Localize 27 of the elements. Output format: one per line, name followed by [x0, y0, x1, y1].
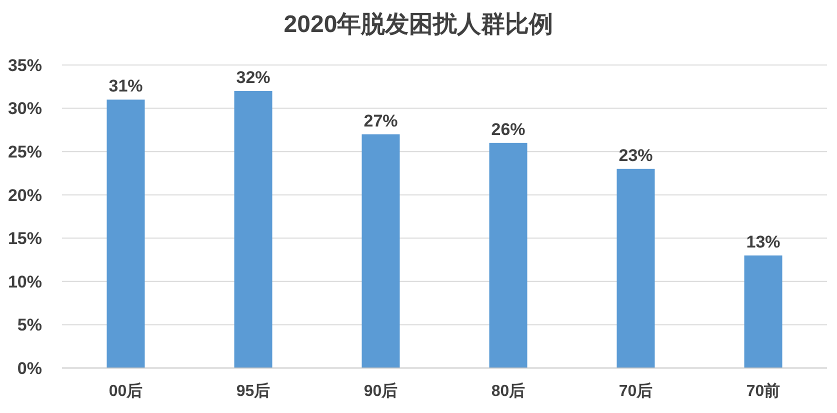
y-tick-label: 5% — [17, 316, 42, 335]
y-tick-label: 15% — [8, 229, 42, 248]
y-tick-label: 20% — [8, 186, 42, 205]
data-label: 31% — [108, 76, 143, 96]
chart-title: 2020年脱发困扰人群比例 — [284, 11, 554, 38]
bar — [744, 255, 782, 368]
bar — [489, 142, 528, 368]
data-label: 23% — [618, 146, 653, 165]
data-label: 32% — [236, 68, 270, 87]
x-tick-label: 90后 — [364, 382, 398, 400]
x-tick-label: 70后 — [618, 382, 653, 400]
bar — [106, 100, 145, 368]
y-tick-label: 30% — [8, 99, 42, 118]
bar — [234, 90, 272, 368]
y-tick-label: 0% — [17, 358, 42, 378]
x-tick-label: 80后 — [491, 382, 526, 400]
y-tick-label: 25% — [8, 142, 42, 162]
data-label: 26% — [491, 120, 526, 139]
data-label: 27% — [364, 111, 398, 130]
x-tick-label: 95后 — [236, 382, 270, 400]
data-label: 13% — [746, 232, 780, 252]
bar — [616, 168, 655, 368]
bar — [362, 134, 400, 368]
y-tick-label: 10% — [8, 272, 42, 292]
x-tick-label: 70前 — [746, 382, 780, 400]
y-tick-label: 35% — [8, 56, 42, 75]
x-tick-label: 00后 — [108, 382, 143, 400]
